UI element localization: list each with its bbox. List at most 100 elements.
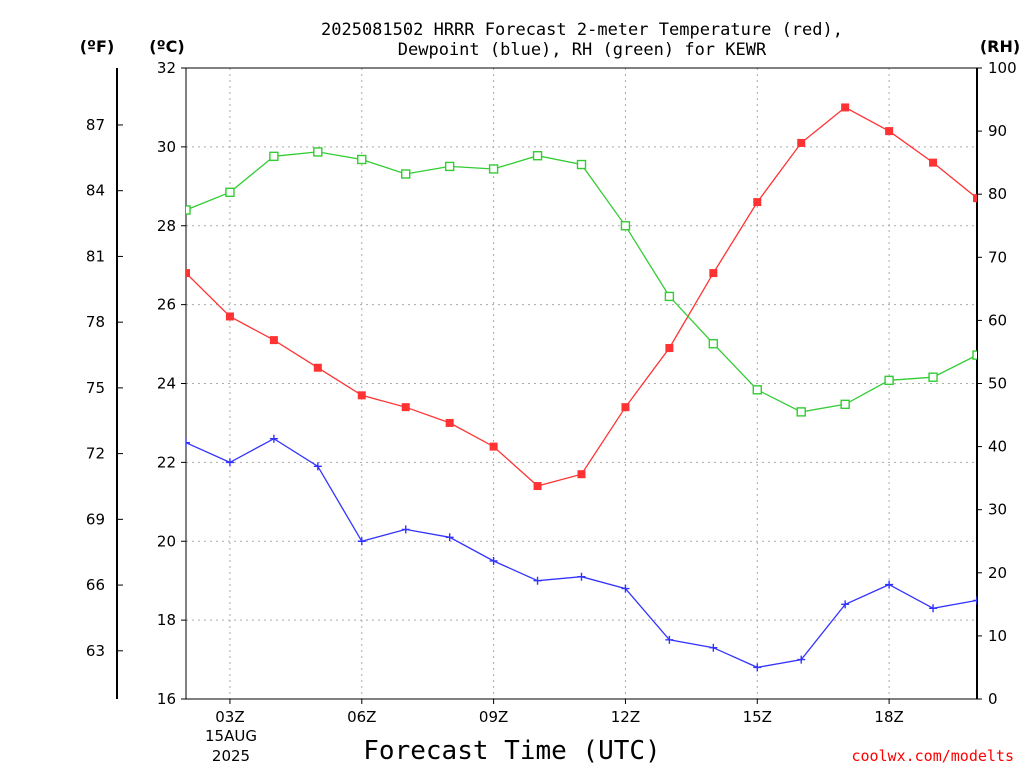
2-meter-temperature-point (709, 269, 718, 278)
rh-point (225, 187, 235, 198)
date-label-day: 15AUG (205, 727, 257, 745)
x-tick-label: 09Z (479, 708, 508, 726)
rh-point (972, 350, 977, 360)
rh-point (840, 399, 850, 410)
celsius-tick-label: 22 (157, 453, 176, 471)
celsius-tick-label: 26 (157, 296, 176, 314)
credit-label: coolwx.com/modelts (851, 747, 1014, 765)
dewpoint-point (665, 635, 674, 644)
x-tick-label: 12Z (611, 708, 640, 726)
rh-tick-label: 40 (988, 438, 1007, 456)
chart-title-line-1: 2025081502 HRRR Forecast 2-meter Tempera… (321, 20, 843, 40)
axes (116, 67, 982, 704)
2-meter-temperature-point (313, 363, 322, 372)
rh-tick-label: 0 (988, 690, 998, 708)
rh-point (664, 291, 675, 302)
rh-point (444, 161, 455, 172)
2-meter-temperature-point (577, 470, 586, 479)
2-meter-temperature-point (973, 194, 977, 203)
fahrenheit-tick-label: 78 (86, 313, 105, 331)
rh-point (532, 151, 543, 161)
2-meter-temperature-point (929, 158, 938, 167)
dewpoint-point (269, 434, 278, 443)
fahrenheit-tick-label: 63 (86, 642, 105, 660)
celsius-tick-label: 18 (157, 611, 176, 629)
celsius-unit-label: (ºC) (149, 37, 184, 56)
rh-tick-label: 10 (988, 627, 1007, 645)
dewpoint-point (797, 655, 806, 664)
rh-tick-label: 60 (988, 311, 1007, 329)
dewpoint-point (186, 438, 190, 447)
dewpoint-point (929, 604, 938, 613)
rh-tick-label: 30 (988, 501, 1007, 519)
2-meter-temperature-point (841, 103, 850, 112)
fahrenheit-tick-label: 84 (86, 182, 105, 200)
dewpoint-point (225, 458, 234, 467)
tick-labels: 16 18 20 22 24 26 28 30 32 63 66 69 72 75 78 81 84 87 0 10 2… (86, 59, 1017, 726)
rh-point (796, 407, 806, 417)
rh-point (884, 375, 894, 386)
dewpoint-point (489, 556, 498, 565)
rh-point (928, 372, 938, 382)
fahrenheit-tick-label: 87 (86, 116, 105, 134)
x-tick-label: 06Z (347, 708, 376, 726)
2-meter-temperature-point (186, 269, 190, 278)
x-axis-title: Forecast Time (UTC) (363, 736, 660, 766)
2-meter-temperature-point (401, 403, 410, 412)
2-meter-temperature-point (225, 312, 234, 321)
2-meter-temperature-point (665, 344, 674, 353)
rh-tick-label: 20 (988, 564, 1007, 582)
rh-tick-label: 50 (988, 375, 1007, 393)
2-meter-temperature-point (753, 198, 762, 207)
rh-point (620, 221, 631, 231)
x-tick-label: 03Z (215, 708, 244, 726)
dewpoint-series (186, 434, 977, 672)
fahrenheit-tick-label: 72 (86, 445, 105, 463)
celsius-tick-label: 30 (157, 138, 176, 156)
rh-point (401, 169, 411, 179)
2-meter-temperature-point (445, 418, 454, 427)
rh-point (269, 151, 279, 162)
dewpoint-point (445, 533, 454, 542)
dewpoint-point (577, 572, 586, 581)
2-meter-temperature-point (621, 403, 630, 412)
rh-point (752, 385, 762, 395)
2-meter-temperature-point (269, 336, 278, 345)
dewpoint-point (533, 576, 542, 585)
fahrenheit-tick-label: 66 (86, 576, 105, 594)
fahrenheit-unit-label: (ºF) (80, 37, 115, 56)
dewpoint-point (313, 462, 322, 471)
2-meter-temperature-point (489, 442, 498, 451)
dewpoint-point (357, 537, 366, 546)
dewpoint-point (753, 663, 762, 672)
2-meter-temperature-point (885, 127, 894, 136)
x-tick-label: 18Z (874, 708, 903, 726)
dewpoint-point (621, 584, 630, 593)
rh-point (186, 205, 191, 215)
dewpoint-point (973, 596, 977, 605)
rh-tick-label: 70 (988, 248, 1007, 266)
dewpoint-point (709, 643, 718, 652)
chart-title-line-2: Dewpoint (blue), RH (green) for KEWR (398, 40, 767, 60)
fahrenheit-tick-label: 75 (86, 379, 105, 397)
rh-series (186, 147, 977, 417)
celsius-tick-label: 16 (157, 690, 176, 708)
celsius-tick-label: 32 (157, 59, 176, 77)
dewpoint-point (841, 600, 850, 609)
rh-tick-label: 80 (988, 185, 1007, 203)
rh-unit-label: (RH) (980, 37, 1020, 56)
fahrenheit-tick-label: 69 (86, 510, 105, 528)
rh-point (357, 154, 367, 165)
x-tick-label: 15Z (743, 708, 772, 726)
rh-point (313, 147, 323, 157)
2-meter-temperature-point (797, 138, 806, 147)
dewpoint-point (885, 580, 894, 589)
date-label-year: 2025 (212, 747, 250, 765)
celsius-tick-label: 20 (157, 532, 176, 550)
2-meter-temperature-point (533, 482, 542, 491)
rh-point (488, 164, 499, 174)
rh-line (186, 151, 977, 413)
dewpoint-point (401, 525, 410, 534)
2-meter-temperature-series (186, 103, 977, 491)
